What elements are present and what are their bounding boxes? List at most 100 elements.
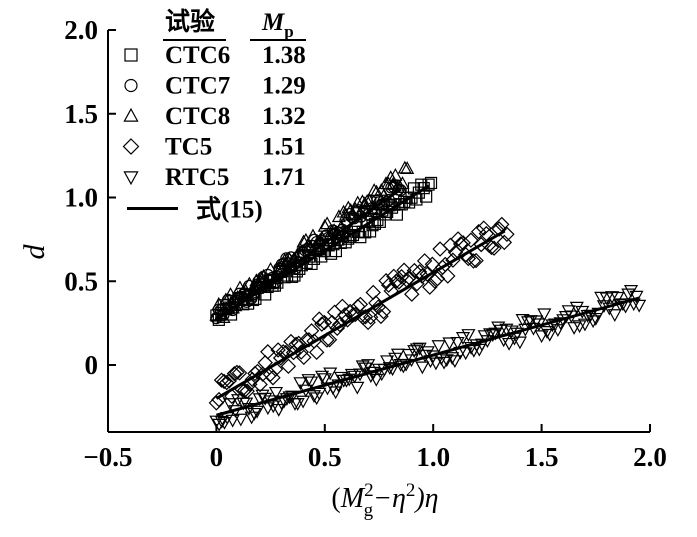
rtc5-point <box>450 336 465 350</box>
axes <box>107 29 651 433</box>
ctc6-point <box>398 195 411 208</box>
tc5-point <box>249 363 266 380</box>
fit-lines <box>215 184 640 417</box>
legend: 试验 Mp CTC6 1.38 CTC7 1.29 CTC8 1.32 TC5 1.51 RTC5 1… <box>122 7 306 224</box>
tc5-point <box>365 284 381 301</box>
legend-mp-ctc7: 1.29 <box>262 73 306 100</box>
tc5-point <box>252 376 268 393</box>
legend-mp-rtc5: 1.71 <box>262 164 306 191</box>
rtc5-point <box>458 347 473 361</box>
ctc8-point <box>249 273 264 287</box>
rtc5-point <box>537 308 552 322</box>
rtc5-point <box>301 374 316 387</box>
rtc5-point <box>632 299 647 313</box>
tc5-point <box>411 264 428 280</box>
rtc5-point <box>258 392 273 406</box>
rtc5-point <box>485 329 500 343</box>
y-tick-label: 0 <box>85 350 99 380</box>
legend-mp-ctc6: 1.38 <box>262 42 306 69</box>
tc5-point <box>352 296 369 313</box>
x-axis-label: (M2 g−η2)η <box>331 480 438 521</box>
x-tick-label: 0 <box>210 442 224 472</box>
tc5-point <box>337 307 353 323</box>
legend-label-tc5: TC5 <box>165 134 212 161</box>
ctc8-point <box>211 296 226 310</box>
rtc5-point <box>520 316 536 330</box>
ctc8-point <box>223 287 238 300</box>
rtc5-point <box>323 367 338 381</box>
ctc8-point <box>369 184 384 198</box>
rtc5-point <box>464 341 479 355</box>
ctc8-point <box>388 168 403 181</box>
legend-header-mp: Mp <box>261 9 294 41</box>
tc5-point <box>342 303 358 320</box>
fit-line <box>215 229 506 400</box>
fit-line <box>215 296 640 417</box>
rtc5-point <box>445 352 460 366</box>
rtc5-point <box>553 317 568 331</box>
x-tick-label: 1.0 <box>416 442 450 472</box>
tc5-point <box>378 273 394 289</box>
tc5-point <box>406 262 423 279</box>
legend-marker-rtc5 <box>123 171 139 186</box>
rtc5-point <box>244 411 259 425</box>
tc5-point <box>422 279 438 295</box>
tc5-point <box>373 308 389 325</box>
rtc5-point <box>499 323 514 337</box>
ctc8-point <box>400 161 415 174</box>
x-tick-label: 0.5 <box>308 442 342 472</box>
rtc5-point <box>431 340 446 354</box>
rtc5-point <box>586 315 601 329</box>
tc5-point <box>476 220 492 236</box>
rtc5-point <box>268 386 284 400</box>
rtc5-point <box>569 301 584 315</box>
tc5-point <box>224 388 240 405</box>
tc5-point <box>486 240 502 256</box>
tc5-point <box>416 253 433 269</box>
rtc5-point <box>233 413 248 427</box>
tc5-point <box>414 268 430 284</box>
tc5-point <box>265 369 281 386</box>
rtc5-point <box>602 302 617 316</box>
ctc8-point <box>367 183 382 196</box>
ctc8-point <box>263 262 278 275</box>
rtc5-point <box>214 415 229 429</box>
legend-marker-tc5 <box>122 138 140 155</box>
legend-mp-tc5: 1.51 <box>262 134 306 161</box>
legend-mp-ctc8: 1.32 <box>262 103 306 130</box>
rtc5-point <box>363 370 378 384</box>
rtc5-point <box>369 373 384 387</box>
tc5-point <box>404 286 420 302</box>
legend-label-ctc7: CTC7 <box>165 73 230 100</box>
rtc5-point <box>461 329 476 342</box>
tc5-point <box>293 344 309 360</box>
rtc5-point <box>409 343 425 357</box>
rtc5-point <box>312 387 327 401</box>
rtc5-point <box>390 348 406 362</box>
rtc5-point <box>512 336 527 350</box>
legend-fit-label: 式(15) <box>196 196 263 224</box>
ctc8-point <box>395 176 410 189</box>
tc5-point <box>254 366 271 382</box>
rtc5-point <box>545 319 560 333</box>
x-tick-label: 2.0 <box>633 442 667 472</box>
tc5-point <box>316 314 333 331</box>
rtc5-point <box>415 361 430 375</box>
tc5-point <box>401 270 417 286</box>
legend-marker-ctc8 <box>123 107 139 122</box>
tc5-point <box>211 391 227 408</box>
rtc5-point <box>491 321 506 335</box>
rtc5-point <box>455 332 471 345</box>
rtc5-point <box>529 315 544 329</box>
rtc5-point <box>315 370 330 384</box>
ctc8-point <box>357 196 372 210</box>
tc5-point <box>424 256 441 272</box>
tc5-point <box>334 298 351 315</box>
tc5-point <box>303 323 320 339</box>
y-tick-label: 1.0 <box>64 183 98 213</box>
rtc5-point <box>225 414 240 428</box>
rtc5-point <box>285 390 300 404</box>
tc5-point <box>468 252 484 269</box>
tc5-point <box>226 365 243 382</box>
